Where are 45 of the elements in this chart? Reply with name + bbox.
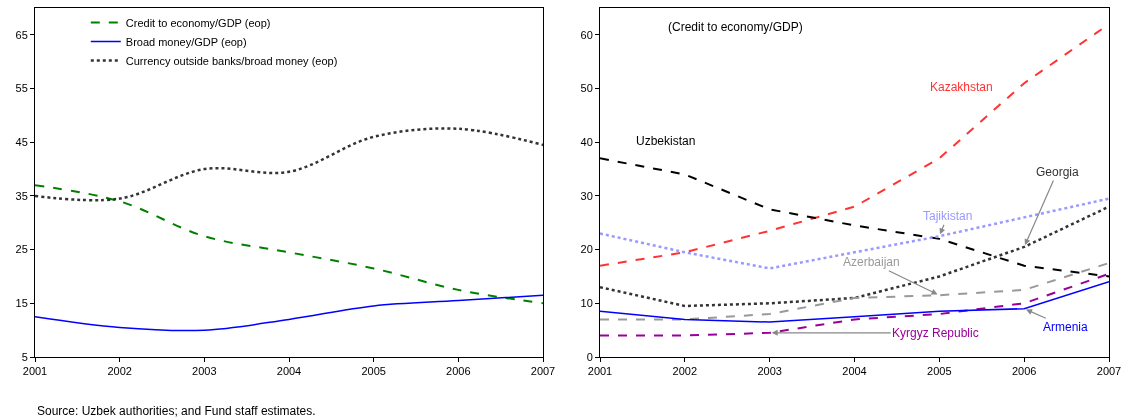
y-tick-label: 65 <box>15 28 28 41</box>
legend-label: Currency outside banks/broad money (eop) <box>125 54 338 67</box>
text: (Credit to economy/GDP) <box>668 20 803 34</box>
series-label: Armenia <box>1043 320 1089 334</box>
y-tick-label: 40 <box>580 136 593 149</box>
y-tick-label: 10 <box>580 297 593 310</box>
x-tick-label: 2004 <box>842 365 867 378</box>
x-tick-label: 2001 <box>22 365 48 378</box>
y-tick-label: 55 <box>15 82 28 95</box>
y-tick-label: 5 <box>21 350 28 363</box>
line-series <box>35 184 543 305</box>
x-tick-label: 2005 <box>361 365 386 378</box>
y-tick-label: 30 <box>580 189 593 202</box>
series-label: Kyrgyz Republic <box>892 326 979 340</box>
y-tick-label: 50 <box>580 82 593 95</box>
source-note: Source: Uzbek authorities; and Fund staff estimates. <box>37 404 316 418</box>
x-tick-label: 2002 <box>672 365 698 378</box>
line-series <box>600 281 1109 323</box>
x-tick-label: 2003 <box>757 365 782 378</box>
x-tick-label: 2006 <box>446 365 471 378</box>
legend-label: Credit to economy/GDP (eop) <box>125 16 271 29</box>
x-tick-label: 2007 <box>1096 365 1122 378</box>
text: Georgia <box>1036 165 1080 179</box>
x-tick-label: 2007 <box>530 365 556 378</box>
y-tick-label: 15 <box>15 297 28 310</box>
series-label: Tajikistan <box>923 209 973 223</box>
x-tick-label: 2004 <box>276 365 302 378</box>
x-tick-label: 2005 <box>927 365 952 378</box>
series-label: Kazakhstan <box>930 80 993 94</box>
x-tick-label: 2001 <box>587 365 613 378</box>
x-tick-label: 2002 <box>107 365 132 378</box>
y-tick-label: 20 <box>580 243 593 256</box>
line-series <box>600 205 1109 308</box>
legend-label: Broad money/GDP (eop) <box>125 35 247 48</box>
y-tick-label: 25 <box>15 243 28 256</box>
x-tick-label: 2006 <box>1011 365 1037 378</box>
x-tick-label: 2003 <box>192 365 217 378</box>
text: Azerbaijan <box>843 255 900 269</box>
y-tick-label: 0 <box>586 350 593 363</box>
y-tick-label: 35 <box>15 189 28 202</box>
y-tick-label: 60 <box>580 28 593 41</box>
series-label: Uzbekistan <box>636 134 696 148</box>
line-series <box>35 294 543 332</box>
line-series <box>600 197 1109 270</box>
y-tick-label: 45 <box>15 136 28 149</box>
